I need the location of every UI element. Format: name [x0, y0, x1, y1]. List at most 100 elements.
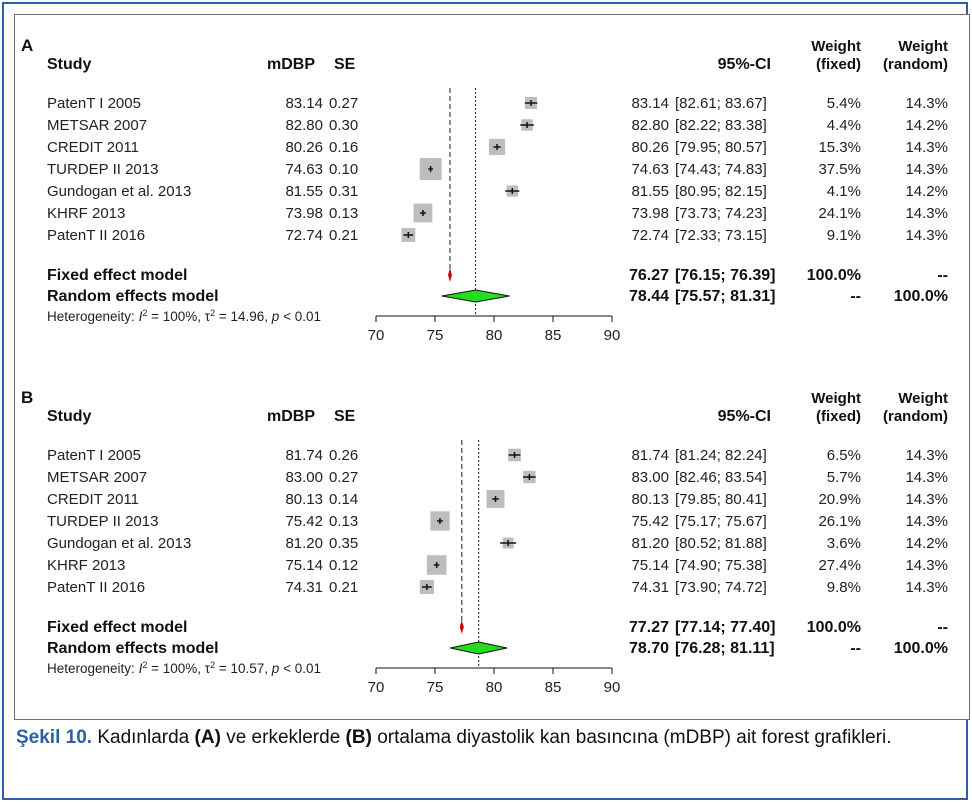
panel-a-study-weight-fixed: 37.5%: [818, 161, 861, 178]
panel-a-study-mdbp: 72.74: [285, 227, 323, 244]
panel-a-study-weight-random: 14.3%: [905, 227, 948, 244]
caption-panel-a: (A): [194, 727, 221, 748]
panel-b-study-est: 74.31: [631, 579, 669, 596]
panel-a-heterogeneity-part: < 0.01: [279, 309, 321, 324]
panel-b-random-est: 78.70: [629, 640, 669, 657]
panel-a-heterogeneity-part: = 100%,: [147, 309, 204, 324]
panel-b-study-mdbp: 75.42: [285, 513, 323, 530]
panel-a-study-se: 0.10: [329, 161, 358, 178]
panel-b-header-fixed: (fixed): [816, 408, 861, 425]
panel-a-study-est: 73.98: [631, 205, 669, 222]
panel-a-study-name: METSAR 2007: [47, 117, 147, 134]
panel-b-study-mdbp: 81.20: [285, 535, 323, 552]
panel-a-header-random: (random): [883, 56, 948, 73]
caption-panel-b: (B): [345, 727, 372, 748]
panel-b-heterogeneity-part: I: [139, 661, 143, 676]
panel-a-study-ci: [82.61; 83.67]: [675, 95, 767, 112]
panel-a-random-label: Random effects model: [47, 288, 219, 305]
panel-a-study-est: 74.63: [631, 161, 669, 178]
panel-a-heterogeneity-part: 2: [142, 308, 147, 318]
panel-b-study-weight-random: 14.3%: [905, 557, 948, 574]
panel-b-fixed-label: Fixed effect model: [47, 619, 187, 636]
panel-b-study-weight-fixed: 27.4%: [818, 557, 861, 574]
panel-a-study-se: 0.21: [329, 227, 358, 244]
panel-a-study-name: Gundogan et al. 2013: [47, 183, 191, 200]
panel-b-study-ci: [74.90; 75.38]: [675, 557, 767, 574]
panel-b-study-se: 0.12: [329, 557, 358, 574]
panel-a-heterogeneity-part: = 14.96,: [215, 309, 272, 324]
panel-b-study-weight-fixed: 3.6%: [827, 535, 861, 552]
panel-b-study-est: 83.00: [631, 469, 669, 486]
panel-b-fixed-est: 77.27: [629, 619, 669, 636]
panel-a-study-se: 0.13: [329, 205, 358, 222]
panel-b-study-se: 0.27: [329, 469, 358, 486]
panel-b-study-se: 0.13: [329, 513, 358, 530]
panel-a-header-ci: 95%-CI: [718, 56, 771, 73]
panel-a-study-mdbp: 80.26: [285, 139, 323, 156]
panel-a-header-study: Study: [47, 56, 92, 73]
caption-label: Şekil 10.: [16, 727, 93, 748]
panel-b-study-est: 81.20: [631, 535, 669, 552]
panel-b-study-name: Gundogan et al. 2013: [47, 535, 191, 552]
panel-b-study-se: 0.21: [329, 579, 358, 596]
panel-a-study-weight-random: 14.2%: [905, 183, 948, 200]
panel-a-heterogeneity-part: τ: [205, 309, 211, 324]
panel-b-study-weight-random: 14.2%: [905, 535, 948, 552]
panel-a-heterogeneity-part: Heterogeneity:: [47, 309, 139, 324]
panel-a-fixed-ci: [76.15; 76.39]: [675, 267, 776, 284]
panel-b-study-est: 75.14: [631, 557, 669, 574]
panel-a-header-weight-fixed: Weight: [811, 38, 861, 55]
panel-b-header-ci: 95%-CI: [718, 408, 771, 425]
panel-b-study-weight-fixed: 6.5%: [827, 447, 861, 464]
panel-a-x-tick-label: 70: [368, 327, 385, 344]
panel-a-x-tick-label: 85: [545, 327, 562, 344]
panel-b-study-name: PatenT II 2016: [47, 579, 145, 596]
panel-a-random-weight-random: 100.0%: [894, 288, 948, 305]
panel-b-study-weight-random: 14.3%: [905, 513, 948, 530]
panel-b-study-ci: [81.24; 82.24]: [675, 447, 767, 464]
panel-a-fixed-diamond: [448, 268, 452, 282]
panel-a-study-ci: [79.95; 80.57]: [675, 139, 767, 156]
panel-b-study-weight-fixed: 26.1%: [818, 513, 861, 530]
panel-a-study-mdbp: 73.98: [285, 205, 323, 222]
panel-b-heterogeneity-part: 2: [210, 660, 215, 670]
caption-text-1: Kadınlarda: [92, 727, 195, 748]
panel-b-study-weight-fixed: 5.7%: [827, 469, 861, 486]
panel-a-fixed-est: 76.27: [629, 267, 669, 284]
panel-b-study-name: PatenT I 2005: [47, 447, 141, 464]
panel-b-heterogeneity-part: Heterogeneity:: [47, 661, 139, 676]
panel-b-study-se: 0.26: [329, 447, 358, 464]
panel-b-header-weight-random: Weight: [898, 390, 948, 407]
panel-b-study-est: 80.13: [631, 491, 669, 508]
panel-a-study-ci: [72.33; 73.15]: [675, 227, 767, 244]
panel-a-x-tick-label: 80: [486, 327, 503, 344]
panel-b-x-tick-label: 80: [486, 679, 503, 696]
panel-b-random-label: Random effects model: [47, 640, 219, 657]
panel-a-study-est: 72.74: [631, 227, 669, 244]
panel-a-study-weight-random: 14.2%: [905, 117, 948, 134]
panel-a-study-ci: [73.73; 74.23]: [675, 205, 767, 222]
panel-a-study-ci: [80.95; 82.15]: [675, 183, 767, 200]
panel-b-study-name: CREDIT 2011: [47, 491, 139, 508]
panel-b-study-mdbp: 83.00: [285, 469, 323, 486]
panel-b-study-weight-random: 14.3%: [905, 469, 948, 486]
panel-b-label: B: [21, 388, 33, 407]
panel-a-study-name: PatenT I 2005: [47, 95, 141, 112]
panel-a-study-weight-random: 14.3%: [905, 95, 948, 112]
panel-a-study-name: PatenT II 2016: [47, 227, 145, 244]
panel-a-fixed-weight-random: --: [937, 267, 948, 284]
panel-a-heterogeneity-part: p: [271, 309, 280, 324]
panel-b-fixed-weight-fixed: 100.0%: [807, 619, 861, 636]
panel-a-study-est: 82.80: [631, 117, 669, 134]
panel-b-study-mdbp: 75.14: [285, 557, 323, 574]
panel-a-study-ci: [82.22; 83.38]: [675, 117, 767, 134]
panel-b-study-est: 81.74: [631, 447, 669, 464]
panel-a-study-weight-fixed: 24.1%: [818, 205, 861, 222]
panel-a-header-weight-random: Weight: [898, 38, 948, 55]
panel-a-study-se: 0.30: [329, 117, 358, 134]
panel-b-heterogeneity-part: 2: [142, 660, 147, 670]
panel-b-study-ci: [79.85; 80.41]: [675, 491, 767, 508]
panel-a-header-se: SE: [334, 56, 356, 73]
panel-a-study-name: KHRF 2013: [47, 205, 125, 222]
